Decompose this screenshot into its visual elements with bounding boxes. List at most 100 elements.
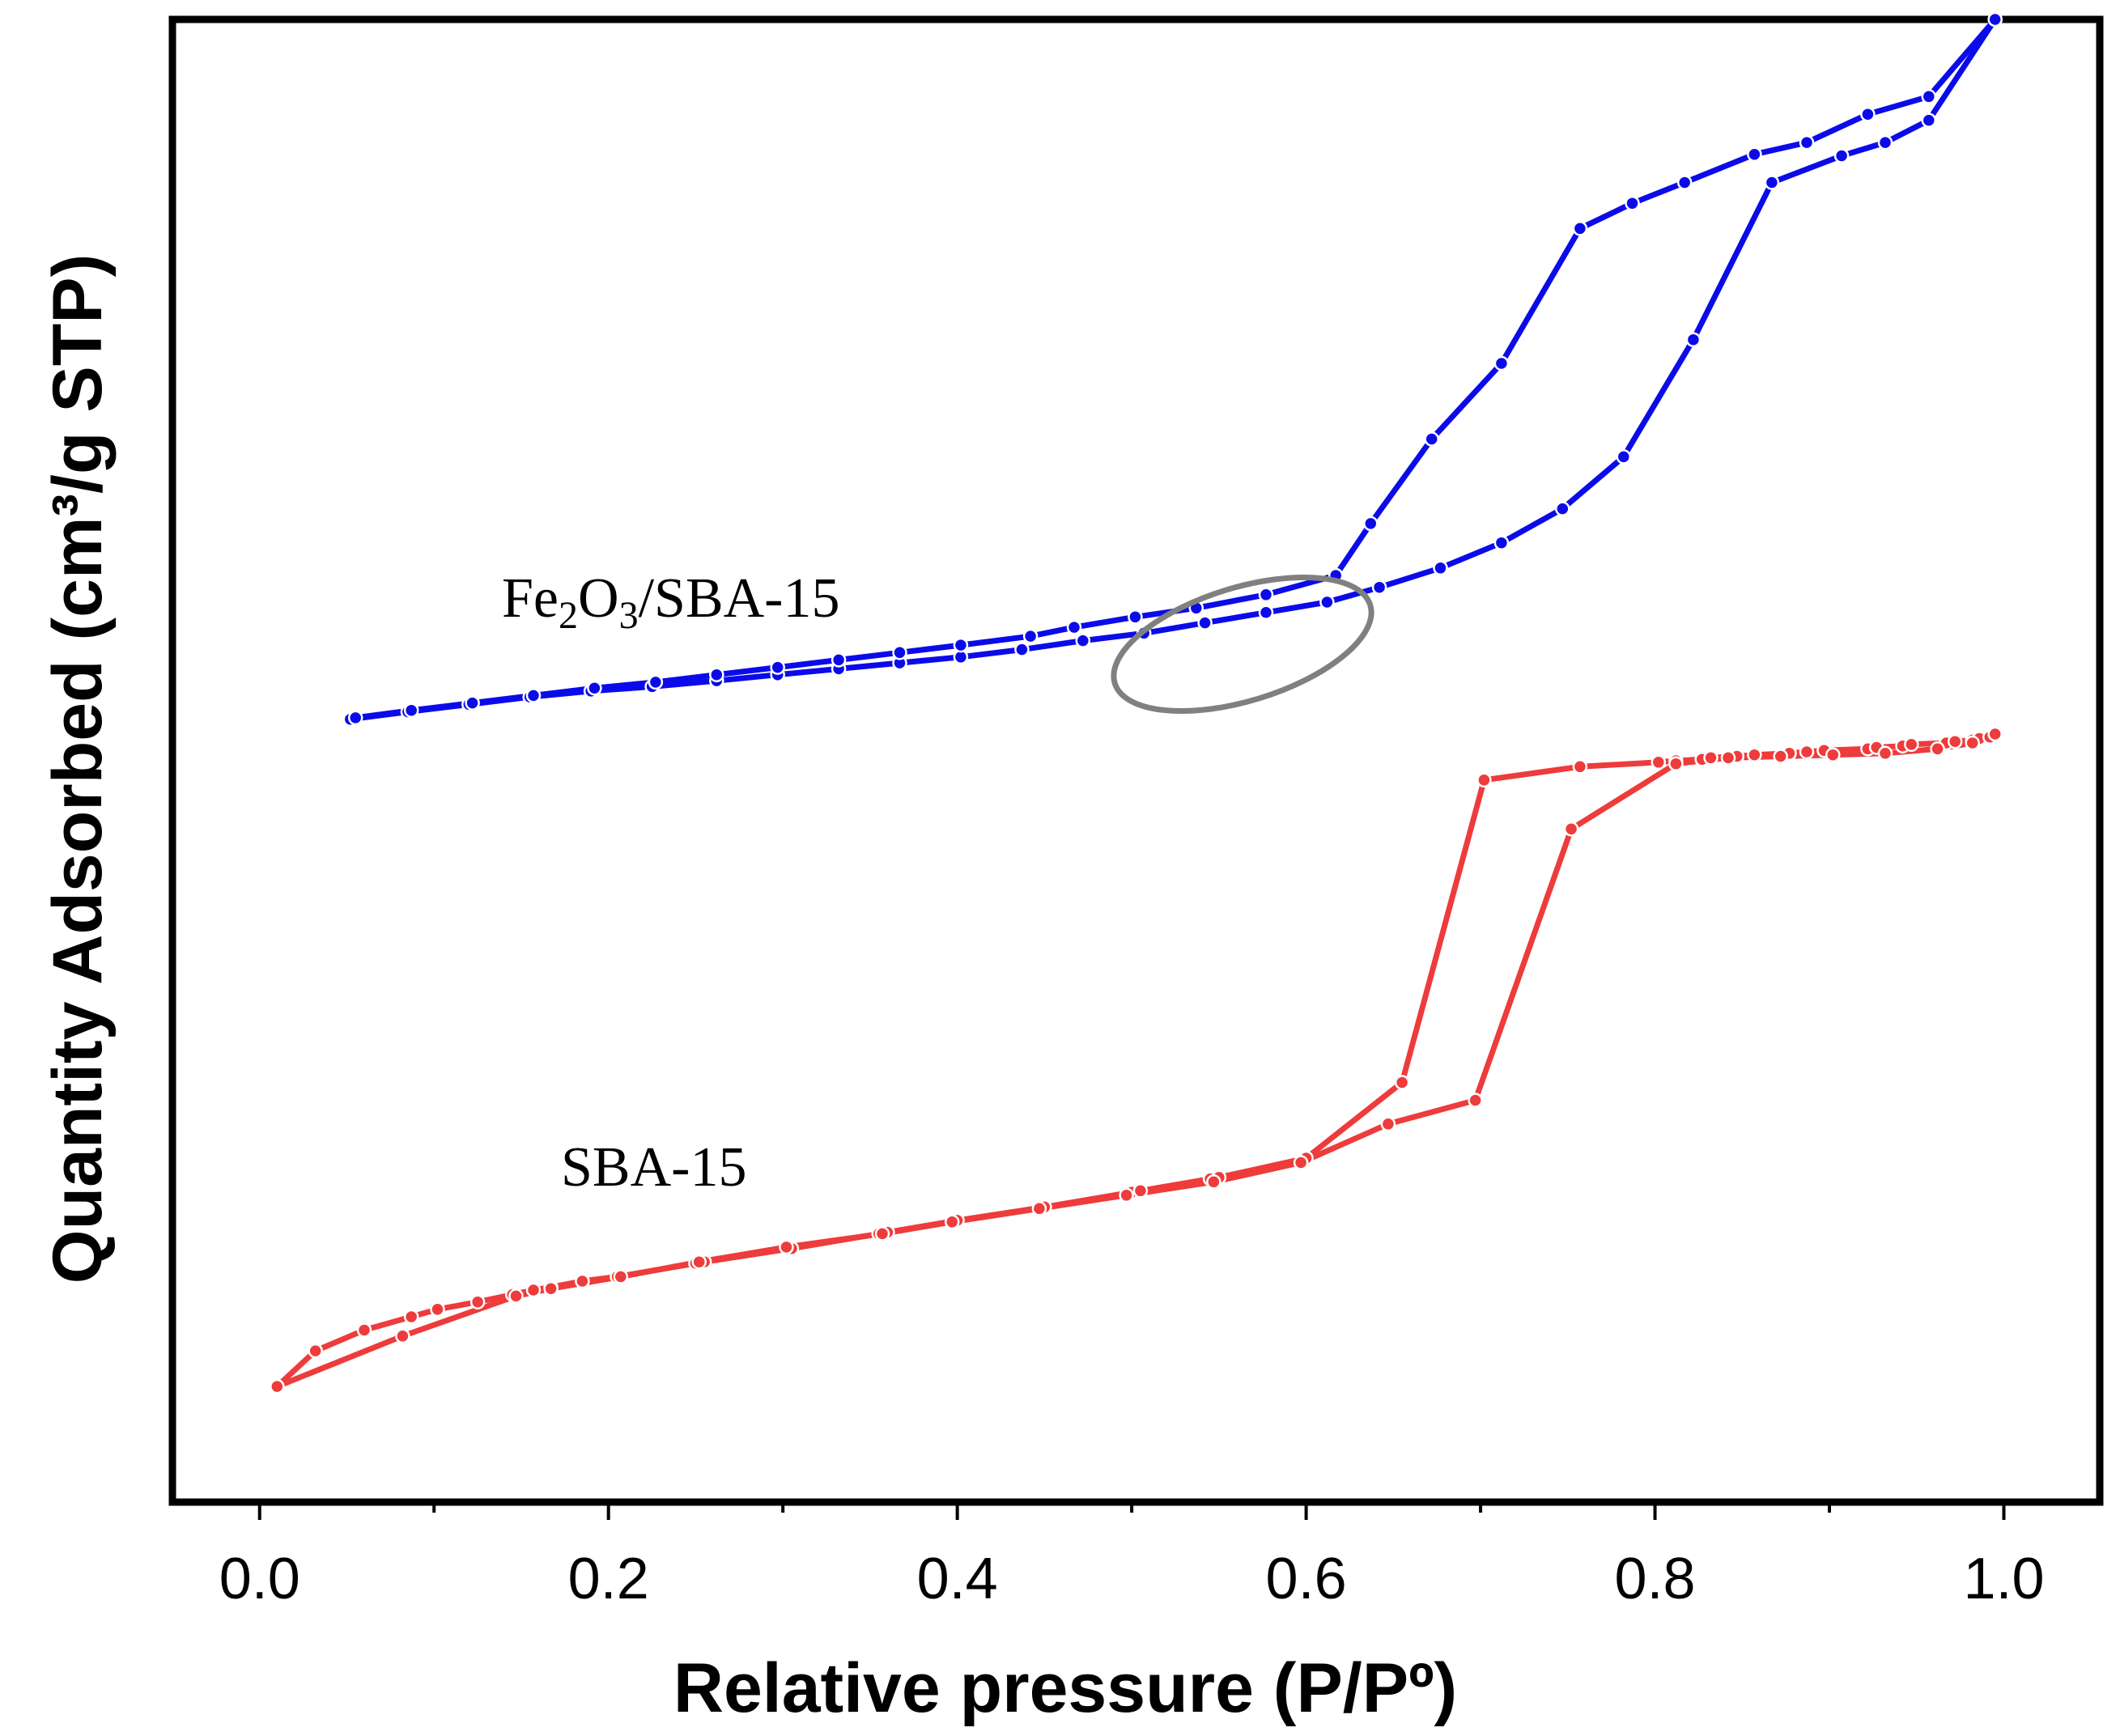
desorption-point [691, 1254, 707, 1270]
desorption-point [1066, 619, 1082, 635]
desorption-point [779, 1239, 794, 1255]
x-tick-labels: 0.0 0.2 0.4 0.6 0.8 1.0 [219, 1547, 2045, 1611]
desorption-point [1747, 146, 1762, 162]
adsorption-line [350, 18, 1998, 723]
desorption-point [613, 1269, 629, 1284]
desorption-point [953, 637, 969, 653]
desorption-point [1676, 175, 1693, 190]
x-axis-title: Relative pressure (P/Pº) [673, 1649, 1457, 1727]
desorption-point [1625, 195, 1640, 211]
x-tick-label: 0.6 [1266, 1547, 1347, 1611]
x-tick-label: 0.0 [219, 1547, 300, 1611]
fe2o3-sba15-label: Fe2O3/SBA-15 [502, 567, 840, 637]
adsorption-point [1075, 633, 1091, 648]
desorption-point [543, 1280, 559, 1297]
desorption-point [1825, 747, 1841, 762]
adsorption-point [403, 1309, 419, 1325]
series-layer [270, 11, 2003, 1394]
desorption-point [1258, 587, 1274, 603]
adsorption-point [430, 1301, 445, 1318]
adsorption-point [1258, 605, 1274, 621]
plot-frame [168, 15, 2104, 1506]
adsorption-point [1014, 642, 1030, 657]
desorption-point [874, 1226, 890, 1242]
series-fe2o3-sba-15 [342, 11, 2003, 727]
desorption-point [508, 1288, 524, 1304]
desorption-line [355, 17, 1998, 721]
desorption-point [944, 1214, 960, 1230]
adsorption-point [1747, 747, 1762, 762]
desorption-point [648, 674, 664, 690]
adsorption-point [1132, 1183, 1149, 1199]
desorption-point [1987, 11, 2003, 28]
desorption-point [1493, 355, 1510, 371]
sba15-label: SBA-15 [561, 1136, 746, 1199]
adsorption-point [1877, 134, 1893, 151]
adsorption-point [1493, 535, 1510, 550]
adsorption-point [1947, 733, 1963, 749]
adsorption-point [1833, 148, 1850, 163]
desorption-point [892, 645, 907, 660]
desorption-point [1965, 735, 1980, 751]
adsorption-point [1764, 175, 1780, 190]
adsorption-point [1651, 754, 1667, 770]
adsorption-point [1555, 501, 1570, 516]
desorption-point [1773, 749, 1788, 764]
adsorption-point [1319, 594, 1335, 610]
desorption-point [1206, 1174, 1221, 1190]
adsorption-point [1433, 560, 1448, 576]
desorption-point [1563, 821, 1579, 837]
desorption-point [1987, 726, 2003, 742]
desorption-point [403, 702, 419, 718]
adsorption-point [1394, 1075, 1410, 1090]
adsorption-point [1572, 759, 1588, 775]
x-tick-label: 0.2 [568, 1547, 649, 1611]
desorption-point [1380, 1116, 1396, 1132]
desorption-point [1921, 89, 1937, 104]
desorption-point [395, 1328, 410, 1344]
adsorption-point [1685, 332, 1702, 347]
desorption-point [347, 710, 363, 726]
desorption-point [1293, 1155, 1309, 1170]
desorption-point [1930, 741, 1945, 757]
highlight-ellipse [1111, 574, 1374, 715]
x-ticks [257, 1502, 2006, 1520]
adsorption-point [1371, 579, 1387, 595]
adsorption-point [1799, 744, 1815, 760]
desorption-point [1119, 1187, 1134, 1203]
desorption-point [587, 680, 602, 696]
desorption-point [1572, 221, 1588, 236]
desorption-point [709, 667, 724, 682]
desorption-point [525, 688, 542, 703]
desorption-point [1468, 1093, 1483, 1108]
desorption-point [831, 652, 847, 668]
desorption-line [275, 731, 1996, 1390]
desorption-point [270, 1378, 285, 1394]
desorption-point [1720, 750, 1736, 766]
y-axis-title: Quantity Adsorbed (cm³/g STP) [39, 254, 117, 1284]
adsorption-point [1197, 615, 1213, 630]
adsorption-point [356, 1322, 372, 1338]
desorption-point [1128, 609, 1143, 625]
desorption-point [465, 695, 480, 711]
desorption-point [1022, 628, 1039, 644]
desorption-point [1668, 756, 1684, 771]
x-tick-label: 1.0 [1963, 1547, 2044, 1611]
desorption-point [1877, 745, 1893, 762]
adsorption-point [1904, 736, 1919, 753]
adsorption-point [469, 1294, 486, 1309]
desorption-point [1860, 106, 1876, 122]
desorption-point [1363, 516, 1379, 532]
x-tick-label: 0.8 [1614, 1547, 1695, 1611]
adsorption-point [525, 1282, 542, 1298]
adsorption-point [1703, 750, 1719, 766]
desorption-point [770, 660, 785, 675]
desorption-point [1424, 431, 1439, 447]
adsorption-point [1921, 112, 1937, 128]
adsorption-point [1476, 772, 1492, 788]
adsorption-point [575, 1273, 590, 1289]
adsorption-point [1616, 449, 1632, 465]
series-sba-15 [270, 726, 2003, 1394]
adsorption-point [308, 1343, 323, 1359]
